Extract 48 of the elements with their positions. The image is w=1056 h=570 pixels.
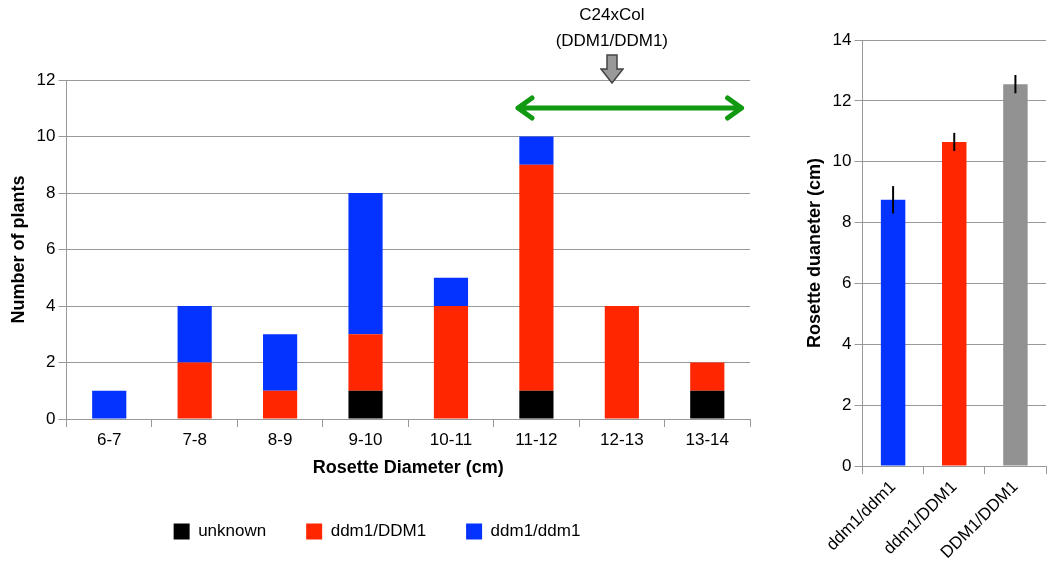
bar bbox=[433, 277, 469, 306]
bar bbox=[177, 362, 212, 419]
bar bbox=[177, 306, 212, 363]
y-axis-title: Number of plants bbox=[7, 175, 28, 324]
x-tick-label: 12-13 bbox=[600, 429, 644, 449]
x-tick-label: 10-11 bbox=[429, 429, 473, 449]
legend-label: ddm1/DDM1 bbox=[330, 521, 427, 541]
bar bbox=[604, 306, 639, 419]
y-tick-label: 2 bbox=[46, 352, 56, 372]
bar bbox=[880, 199, 906, 466]
bar bbox=[519, 390, 554, 419]
y-tick-label: 4 bbox=[842, 334, 852, 354]
bar bbox=[92, 390, 127, 419]
y-tick-label: 8 bbox=[842, 212, 852, 232]
bar bbox=[519, 164, 554, 391]
legend-label: unknown bbox=[198, 521, 267, 541]
bar bbox=[690, 362, 725, 391]
bar bbox=[263, 390, 298, 419]
y-tick-label: 10 bbox=[36, 126, 56, 146]
y-tick-label: 0 bbox=[842, 455, 852, 475]
y-tick-label: 12 bbox=[36, 69, 56, 89]
legend-label: ddm1/ddm1 bbox=[490, 521, 581, 541]
y-tick-label: 4 bbox=[46, 295, 56, 315]
y-tick-label: 6 bbox=[46, 239, 56, 259]
bar bbox=[690, 390, 725, 419]
text: C24xCol (DDM1/DDM1) bbox=[554, 4, 670, 52]
bar bbox=[348, 193, 383, 335]
bar bbox=[519, 136, 554, 165]
x-tick-label: 7-8 bbox=[182, 429, 207, 449]
y-tick-label: 2 bbox=[842, 394, 852, 414]
y-tick-label: 10 bbox=[832, 151, 852, 171]
x-tick-label: 8-9 bbox=[267, 429, 293, 449]
bar bbox=[263, 334, 298, 391]
y-tick-label: 12 bbox=[832, 90, 852, 110]
y-tick-label: 6 bbox=[842, 273, 852, 293]
y-tick-label: 0 bbox=[46, 408, 56, 428]
bar bbox=[348, 334, 383, 391]
x-tick-label: 6-7 bbox=[96, 429, 122, 449]
bar bbox=[348, 390, 383, 419]
x-tick-label: 9-10 bbox=[348, 429, 383, 449]
x-tick-label: 13-14 bbox=[685, 429, 730, 449]
y-axis-title: Rosette duaneter (cm) bbox=[803, 158, 824, 349]
bar bbox=[942, 141, 967, 466]
y-tick-label: 14 bbox=[832, 29, 852, 49]
bar bbox=[433, 306, 469, 419]
y-tick-label: 8 bbox=[46, 182, 56, 202]
x-tick-label: 11-12 bbox=[515, 429, 558, 449]
x-axis-title: Rosette Diameter (cm) bbox=[312, 457, 504, 478]
